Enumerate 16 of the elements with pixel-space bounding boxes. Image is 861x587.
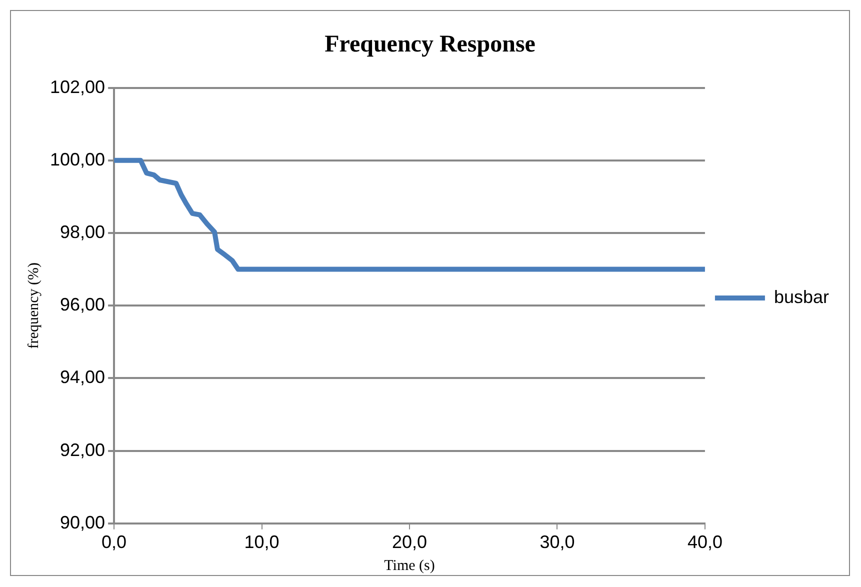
- x-tick-label: 40,0: [687, 532, 722, 552]
- y-tick-label: 94,00: [60, 367, 106, 388]
- y-axis-title: frequency (%): [26, 262, 42, 349]
- x-tick-label: 10,0: [244, 532, 280, 552]
- y-tick-label: 98,00: [60, 222, 106, 242]
- y-tick-label: 90,00: [60, 512, 106, 532]
- x-tick-label: 30,0: [540, 532, 575, 552]
- y-tick-label: 100,00: [50, 149, 106, 170]
- y-tick-label: 92,00: [60, 440, 106, 460]
- y-tick-label: 102,00: [50, 76, 106, 97]
- x-tick-label: 20,0: [392, 532, 428, 552]
- x-axis-title: Time (s): [384, 558, 435, 574]
- y-tick-label: 96,00: [60, 294, 106, 315]
- x-tick-label: 0,0: [102, 532, 127, 552]
- chart-title: Frequency Response: [324, 32, 536, 58]
- legend-label: busbar: [774, 286, 830, 307]
